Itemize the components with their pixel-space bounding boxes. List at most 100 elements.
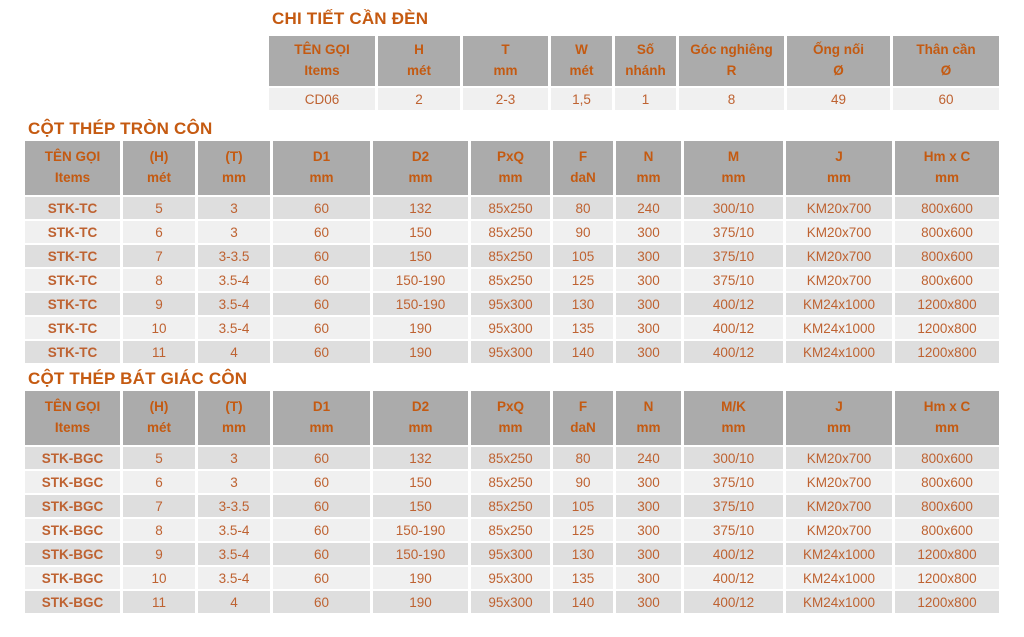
table-cell: 132 (373, 447, 468, 469)
table-cell: 3-3.5 (198, 495, 270, 517)
table-cell: 80 (553, 197, 613, 219)
table-cell: 300 (616, 543, 681, 565)
header-line: mm (826, 420, 851, 435)
header-line: (H) (149, 149, 169, 165)
header-line: mm (408, 170, 433, 185)
table-cell: 150 (373, 471, 468, 493)
table-title-round-conical-steel-pole: CỘT THÉP TRÒN CÔN (28, 119, 213, 138)
table-cell: 90 (553, 221, 613, 243)
table-cell: 140 (553, 591, 613, 613)
table-cell: 60 (273, 317, 370, 339)
header-line: mét (406, 63, 431, 78)
table-cell: 190 (373, 341, 468, 363)
table-cell: 300 (616, 495, 681, 517)
table-cell: STK-BGC (25, 519, 120, 541)
table-cell: 60 (273, 471, 370, 493)
table-cell: 800x600 (895, 221, 999, 243)
header-line: mm (309, 170, 334, 185)
header-line: daN (570, 170, 596, 185)
header-line: Góc nghiêng (690, 42, 773, 58)
table-cell: 8 (123, 269, 195, 291)
table-cell: 9 (123, 293, 195, 315)
header-cell: Ống nối Ø (787, 36, 890, 86)
header-line: Hm x C (923, 149, 971, 165)
table-cell: 1200x800 (895, 341, 999, 363)
header-line: mm (408, 420, 433, 435)
table-cell: 6 (123, 471, 195, 493)
table-cell: 240 (616, 197, 681, 219)
header-cell: PxQ mm (471, 391, 550, 445)
table-cell: 60 (273, 293, 370, 315)
header-line: J (835, 149, 843, 165)
header-line: Items (304, 63, 340, 78)
table-cell: 140 (553, 341, 613, 363)
table-cell: 3.5-4 (198, 293, 270, 315)
header-line: mét (146, 170, 171, 185)
table-cell: 300 (616, 471, 681, 493)
header-cell: Thân cần Ø (893, 36, 999, 86)
header-cell: TÊN GỌI Items (25, 391, 120, 445)
header-cell: (T) mm (198, 391, 270, 445)
table-cell: KM24x1000 (786, 341, 892, 363)
table-row: STK-BGC 8 3.5-4 60 150-190 85x250 125 300 375/10… (25, 519, 999, 541)
table-cell: 3 (198, 197, 270, 219)
table-cell: KM20x700 (786, 245, 892, 267)
header-line: Ø (940, 63, 952, 78)
table-cell: STK-TC (25, 197, 120, 219)
table-cell: 85x250 (471, 519, 550, 541)
table-cell: 3 (198, 471, 270, 493)
table-title-lamp-arm-details: CHI TIẾT CẦN ĐÈN (272, 9, 429, 28)
header-cell: PxQ mm (471, 141, 550, 195)
table-cell: 85x250 (471, 447, 550, 469)
table-cell: 3.5-4 (198, 519, 270, 541)
table-cell: 300 (616, 317, 681, 339)
header-line: TÊN GỌI (294, 42, 350, 58)
table-cell: 3.5-4 (198, 317, 270, 339)
table-cell: 3.5-4 (198, 269, 270, 291)
header-cell: (H) mét (123, 391, 195, 445)
table-cell: KM20x700 (786, 447, 892, 469)
table-cell: 90 (553, 471, 613, 493)
table-cell: 300 (616, 591, 681, 613)
table-cell: KM20x700 (786, 221, 892, 243)
table-cell: 300/10 (684, 197, 783, 219)
table-cell: 7 (123, 495, 195, 517)
table-cell: 132 (373, 197, 468, 219)
header-cell: TÊN GỌI Items (25, 141, 120, 195)
table-cell: 60 (273, 269, 370, 291)
header-cell: Hm x C mm (895, 391, 999, 445)
header-cell: D1 mm (273, 391, 370, 445)
header-line: D1 (312, 399, 331, 415)
table-cell: 300 (616, 221, 681, 243)
table-cell: KM20x700 (786, 197, 892, 219)
table-cell: 85x250 (471, 495, 550, 517)
table-cell: 6 (123, 221, 195, 243)
table-cell: 1200x800 (895, 543, 999, 565)
table-cell: 85x250 (471, 197, 550, 219)
table-row: STK-BGC 9 3.5-4 60 150-190 95x300 130 300 400/12… (25, 543, 999, 565)
table-cell: STK-TC (25, 317, 120, 339)
table-cell: 1200x800 (895, 293, 999, 315)
table-cell: 60 (273, 567, 370, 589)
table-cell: 300 (616, 341, 681, 363)
table-cell: 400/12 (684, 591, 783, 613)
header-cell: Hm x C mm (895, 141, 999, 195)
table-cell: STK-BGC (25, 591, 120, 613)
table-cell: 1 (615, 88, 676, 110)
header-cell: D2 mm (373, 391, 468, 445)
table-cell: STK-TC (25, 293, 120, 315)
table-cell: 190 (373, 591, 468, 613)
table-cell: 3.5-4 (198, 567, 270, 589)
header-line: nhánh (625, 63, 666, 78)
table-cell: 60 (273, 543, 370, 565)
table-cell: 150-190 (373, 293, 468, 315)
table-cell: 150-190 (373, 519, 468, 541)
table-cell: 375/10 (684, 269, 783, 291)
